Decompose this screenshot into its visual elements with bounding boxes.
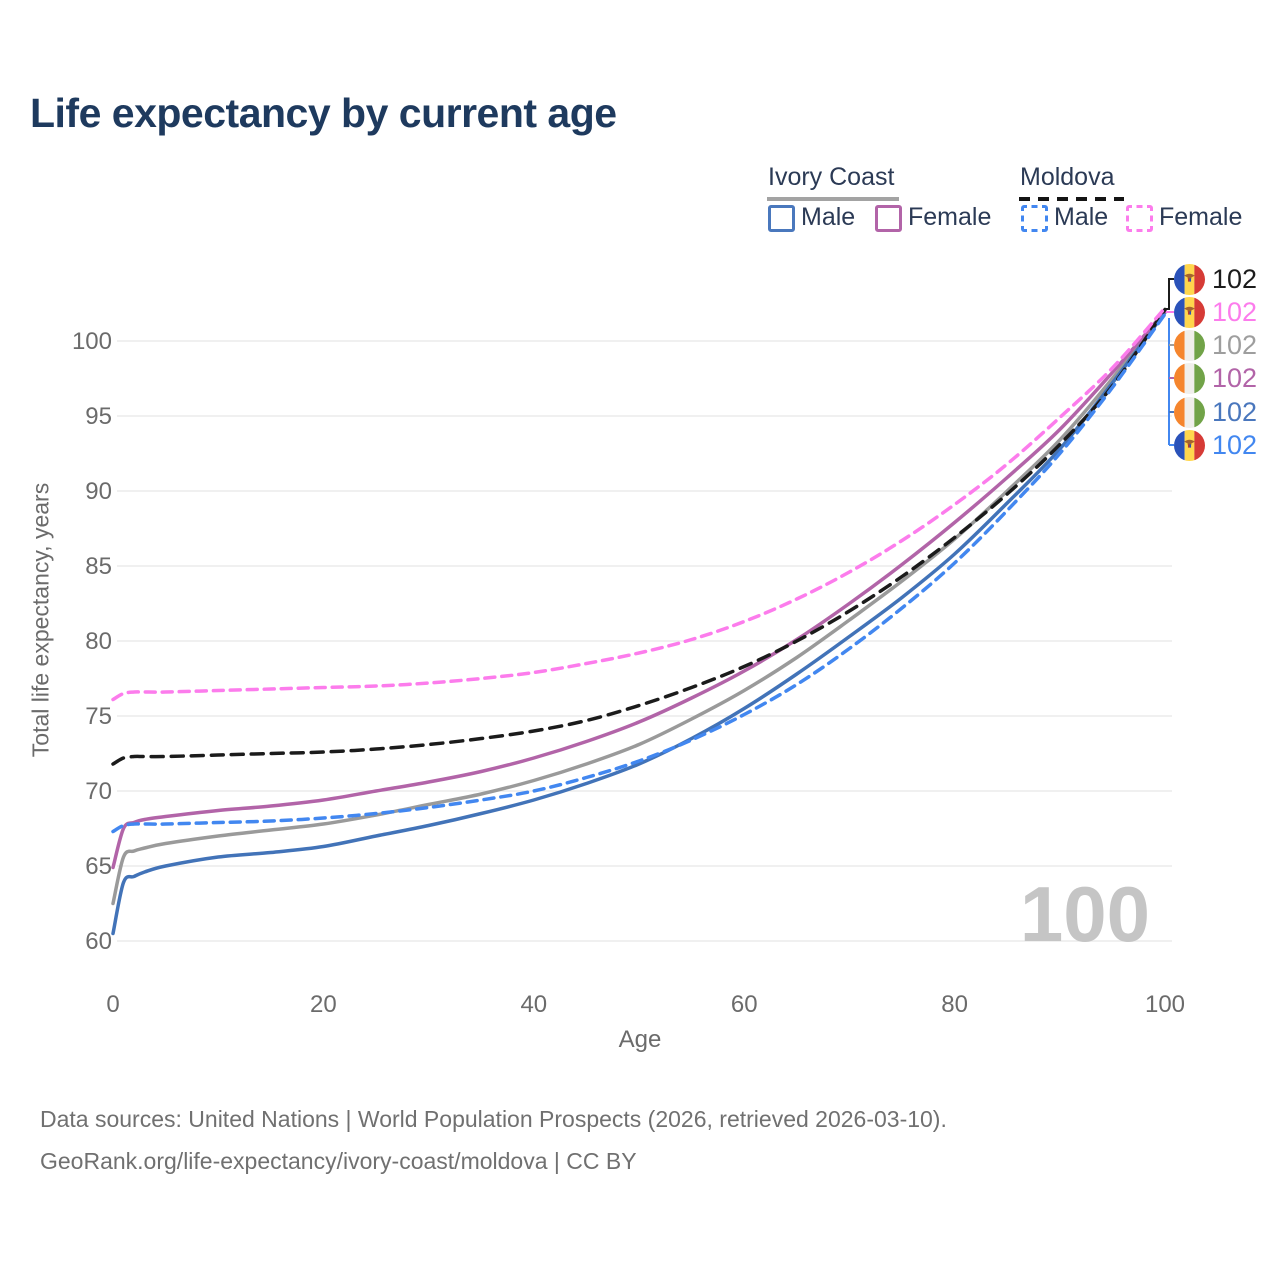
attribution-note: GeoRank.org/life-expectancy/ivory-coast/… [40, 1148, 637, 1174]
end-value: 102 [1212, 330, 1258, 360]
moldova-flag-icon [1174, 429, 1205, 461]
series-line-ivory-coast-female [111, 309, 1167, 870]
series-end-label-ivory-coast-both: 102 [1174, 329, 1257, 361]
x-tick-label: 40 [520, 991, 547, 1018]
series-end-label-moldova-female: 102 [1174, 296, 1257, 328]
legend-checkbox-moldova-female[interactable] [1126, 205, 1153, 232]
series-end-label-moldova-male: 102 [1174, 429, 1257, 461]
legend-label-moldova-female[interactable]: Female [1159, 203, 1243, 231]
page-title: Life expectancy by current age [30, 90, 617, 136]
end-value: 102 [1212, 363, 1258, 393]
series-end-label-ivory-coast-male: 102 [1174, 396, 1257, 428]
moldova-flag-icon [1174, 296, 1205, 328]
x-tick-label: 0 [106, 991, 119, 1018]
ivory-coast-flag-icon [1174, 329, 1205, 361]
series-end-label-ivory-coast-female: 102 [1174, 362, 1257, 394]
y-tick-label: 85 [85, 553, 112, 580]
legend-checkbox-moldova-male[interactable] [1021, 205, 1048, 232]
series-line-moldova-female [111, 306, 1167, 702]
end-value: 102 [1212, 397, 1258, 427]
series-line-moldova-male [111, 312, 1167, 834]
y-tick-label: 95 [85, 403, 112, 430]
legend-group-ivory-coast: Ivory Coast [768, 163, 895, 191]
end-value: 102 [1212, 297, 1258, 327]
y-tick-label: 75 [85, 703, 112, 730]
x-tick-label: 80 [941, 991, 968, 1018]
x-axis-title: Age [618, 1026, 662, 1053]
legend-group-moldova: Moldova [1020, 163, 1115, 191]
y-tick-label: 70 [85, 778, 112, 805]
y-tick-label: 60 [85, 928, 112, 955]
y-tick-label: 65 [85, 853, 112, 880]
y-tick-label: 100 [72, 328, 112, 355]
x-tick-label: 60 [731, 991, 758, 1018]
legend-label-ivory-coast-female[interactable]: Female [908, 203, 992, 231]
y-tick-label: 80 [85, 628, 112, 655]
series-line-ivory-coast-male [111, 310, 1167, 936]
x-tick-label: 20 [310, 991, 337, 1018]
ivory-coast-flag-icon [1174, 362, 1205, 394]
legend-label-moldova-male[interactable]: Male [1054, 203, 1109, 231]
end-value: 102 [1212, 430, 1258, 460]
ivory-coast-flag-icon [1174, 396, 1205, 428]
moldova-flag-icon [1174, 263, 1205, 295]
series-line-moldova-both [111, 307, 1167, 766]
x-tick-label: 100 [1145, 991, 1185, 1018]
end-label-connector-moldova-both [1166, 278, 1174, 310]
legend-checkbox-ivory-coast-male[interactable] [768, 205, 795, 232]
y-tick-label: 90 [85, 478, 112, 505]
series-line-ivory-coast-both [111, 309, 1167, 906]
ivory-coast-line-style-swatch [767, 197, 899, 201]
end-value: 102 [1212, 264, 1258, 294]
age-indicator-watermark: 100 [1020, 870, 1150, 958]
legend-checkbox-ivory-coast-female[interactable] [875, 205, 902, 232]
moldova-line-style-swatch [1019, 197, 1124, 201]
y-axis-title: Total life expectancy, years [27, 482, 54, 758]
data-sources-note: Data sources: United Nations | World Pop… [40, 1106, 947, 1132]
series-end-label-moldova-both: 102 [1174, 263, 1257, 295]
legend-label-ivory-coast-male[interactable]: Male [801, 203, 856, 231]
